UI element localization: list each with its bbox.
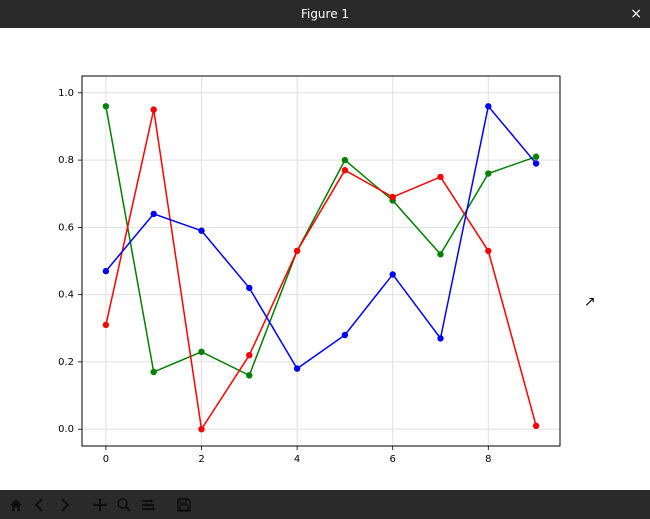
series-marker-red bbox=[103, 322, 109, 328]
ytick-label: 0.8 bbox=[58, 155, 74, 166]
close-icon[interactable]: × bbox=[630, 6, 642, 22]
series-marker-blue bbox=[246, 285, 252, 291]
series-marker-blue bbox=[294, 365, 300, 371]
series-marker-red bbox=[533, 423, 539, 429]
forward-icon[interactable] bbox=[54, 495, 74, 515]
save-icon[interactable] bbox=[174, 495, 194, 515]
xtick-label: 0 bbox=[103, 454, 109, 465]
series-marker-blue bbox=[342, 332, 348, 338]
series-marker-blue bbox=[198, 228, 204, 234]
series-marker-green bbox=[485, 170, 491, 176]
series-marker-green bbox=[246, 372, 252, 378]
series-marker-blue bbox=[533, 160, 539, 166]
series-marker-red bbox=[390, 194, 396, 200]
xtick-label: 6 bbox=[390, 454, 396, 465]
window-title: Figure 1 bbox=[301, 7, 349, 21]
series-marker-green bbox=[342, 157, 348, 163]
series-marker-red bbox=[246, 352, 252, 358]
series-marker-red bbox=[437, 174, 443, 180]
ytick-label: 0.6 bbox=[58, 222, 74, 233]
series-marker-blue bbox=[151, 211, 157, 217]
series-marker-blue bbox=[485, 103, 491, 109]
figure-bg bbox=[0, 28, 650, 490]
back-icon[interactable] bbox=[30, 495, 50, 515]
zoom-icon[interactable] bbox=[114, 495, 134, 515]
chart-svg: 0 2 4 6 8 0.0 0.2 0.4 0.6 0.8 1.0 bbox=[0, 28, 650, 490]
series-marker-red bbox=[198, 426, 204, 432]
title-bar: Figure 1 × bbox=[0, 0, 650, 28]
series-marker-red bbox=[294, 248, 300, 254]
series-marker-green bbox=[533, 154, 539, 160]
toolbar bbox=[0, 490, 650, 519]
series-marker-blue bbox=[103, 268, 109, 274]
xtick-label: 2 bbox=[198, 454, 204, 465]
series-marker-blue bbox=[437, 335, 443, 341]
series-marker-green bbox=[198, 349, 204, 355]
pan-icon[interactable] bbox=[90, 495, 110, 515]
ytick-label: 0.0 bbox=[58, 424, 74, 435]
xtick-label: 4 bbox=[294, 454, 300, 465]
ytick-label: 1.0 bbox=[58, 88, 74, 99]
series-marker-green bbox=[437, 251, 443, 257]
figure-canvas: 024680.00.20.40.60.81.0 ↖ bbox=[0, 28, 650, 490]
series-marker-blue bbox=[390, 271, 396, 277]
ytick-label: 0.4 bbox=[58, 290, 74, 301]
series-marker-green bbox=[103, 103, 109, 109]
series-marker-red bbox=[151, 106, 157, 112]
ytick-label: 0.2 bbox=[58, 357, 74, 368]
series-marker-green bbox=[151, 369, 157, 375]
series-marker-red bbox=[342, 167, 348, 173]
xtick-label: 8 bbox=[485, 454, 491, 465]
subplots-icon[interactable] bbox=[138, 495, 158, 515]
series-marker-red bbox=[485, 248, 491, 254]
home-icon[interactable] bbox=[6, 495, 26, 515]
